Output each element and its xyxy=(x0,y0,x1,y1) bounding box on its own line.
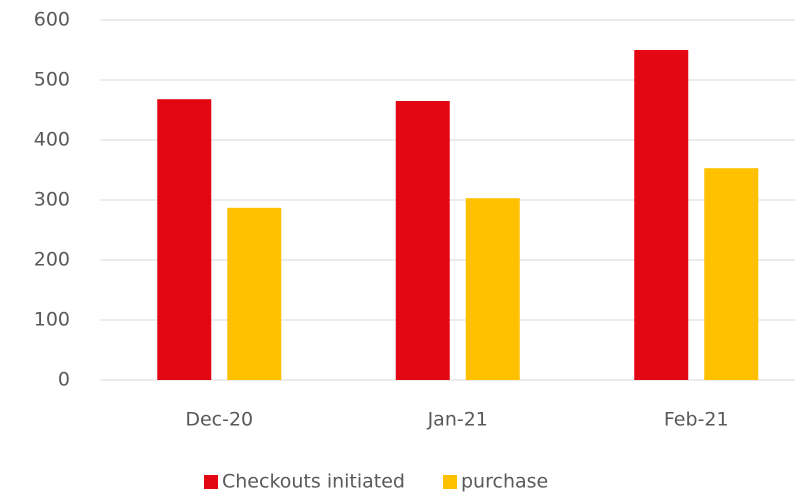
y-tick-label: 0 xyxy=(58,369,70,391)
legend-label: purchase xyxy=(461,471,548,493)
bar xyxy=(395,101,450,380)
legend-swatch xyxy=(443,475,457,489)
legend-label: Checkouts initiated xyxy=(222,471,405,493)
y-tick-label: 600 xyxy=(34,9,70,31)
y-tick-label: 400 xyxy=(34,129,70,151)
bar xyxy=(157,99,212,380)
legend-swatch xyxy=(204,475,218,489)
x-tick-label: Dec-20 xyxy=(185,409,253,431)
bar xyxy=(465,198,520,380)
y-tick-label: 300 xyxy=(34,189,70,211)
x-tick-label: Jan-21 xyxy=(427,409,488,431)
y-tick-label: 500 xyxy=(34,69,70,91)
y-tick-label: 100 xyxy=(34,309,70,331)
bar xyxy=(634,50,689,380)
bar xyxy=(227,207,282,380)
x-tick-label: Feb-21 xyxy=(664,409,729,431)
y-tick-label: 200 xyxy=(34,249,70,271)
bar xyxy=(704,168,759,380)
